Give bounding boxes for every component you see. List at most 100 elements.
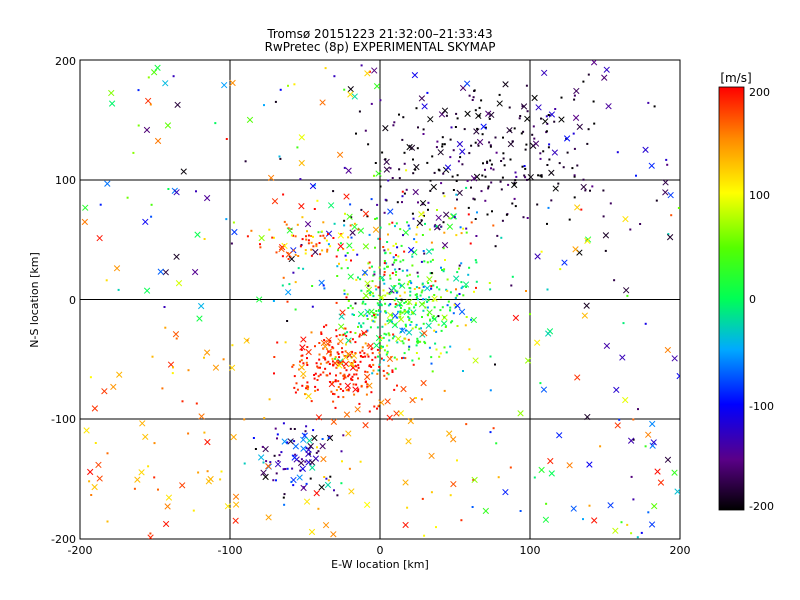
data-point-cross bbox=[267, 174, 275, 181]
data-point-cross bbox=[232, 517, 239, 524]
data-point-dot bbox=[366, 353, 369, 356]
data-point-dot bbox=[406, 274, 409, 277]
data-point-dot bbox=[399, 228, 402, 231]
data-point-dot bbox=[364, 303, 367, 306]
data-point-dot bbox=[462, 227, 465, 230]
data-point-cross bbox=[531, 94, 538, 102]
data-point-dot bbox=[361, 302, 364, 305]
data-point-dot bbox=[494, 245, 497, 248]
data-point-dot bbox=[494, 136, 497, 139]
data-point-cross bbox=[351, 223, 358, 231]
data-point-dot bbox=[403, 291, 406, 294]
data-point-cross bbox=[229, 79, 236, 87]
data-point-dot bbox=[443, 143, 446, 146]
data-point-dot bbox=[317, 450, 320, 453]
data-point-dot bbox=[622, 322, 625, 325]
data-point-dot bbox=[314, 389, 317, 392]
data-point-cross bbox=[480, 123, 487, 130]
data-point-dot bbox=[323, 237, 326, 240]
data-point-cross bbox=[330, 531, 337, 538]
data-point-cross bbox=[651, 502, 658, 510]
data-point-dot bbox=[602, 215, 605, 218]
data-point-dot bbox=[475, 261, 478, 264]
data-point-dot bbox=[376, 372, 379, 375]
data-point-dot bbox=[466, 179, 469, 182]
data-point-dot bbox=[360, 385, 363, 388]
data-point-dot bbox=[573, 98, 576, 101]
data-point-dot bbox=[335, 335, 338, 338]
data-point-dot bbox=[393, 259, 396, 262]
data-point-dot bbox=[361, 356, 364, 358]
data-point-dot bbox=[325, 239, 328, 242]
data-point-dot bbox=[306, 381, 309, 384]
data-point-dot bbox=[354, 302, 357, 305]
data-point-dot bbox=[365, 393, 368, 396]
data-point-dot bbox=[94, 442, 97, 444]
data-point-cross bbox=[348, 360, 355, 368]
data-point-cross bbox=[538, 466, 545, 474]
data-point-dot bbox=[524, 148, 527, 151]
data-point-dot bbox=[613, 279, 616, 282]
x-ticks: -200 -100 0 100 200 bbox=[68, 544, 691, 557]
data-point-dot bbox=[383, 282, 386, 285]
data-point-dot bbox=[397, 310, 400, 313]
data-point-dot bbox=[481, 174, 484, 177]
data-point-dot bbox=[474, 109, 477, 112]
data-point-cross bbox=[173, 189, 180, 196]
data-point-cross bbox=[548, 169, 555, 176]
data-point-dot bbox=[314, 345, 316, 348]
data-point-dot bbox=[413, 288, 416, 290]
data-point-cross bbox=[347, 91, 354, 98]
data-point-dot bbox=[427, 201, 430, 204]
data-point-cross bbox=[262, 473, 269, 481]
data-point-dot bbox=[275, 472, 278, 475]
data-point-dot bbox=[382, 279, 384, 282]
data-point-dot bbox=[401, 269, 404, 272]
data-point-cross bbox=[473, 128, 480, 135]
data-point-dot bbox=[352, 383, 355, 386]
data-point-dot bbox=[305, 387, 308, 390]
data-point-dot bbox=[342, 434, 345, 437]
data-point-dot bbox=[293, 375, 296, 378]
data-point-dot bbox=[342, 377, 345, 380]
data-point-dot bbox=[385, 377, 388, 380]
data-point-dot bbox=[415, 241, 418, 244]
data-point-dot bbox=[468, 348, 471, 351]
colorbar-tick: 0 bbox=[749, 293, 756, 306]
data-point-cross bbox=[362, 210, 370, 217]
data-point-cross bbox=[541, 69, 548, 77]
data-point-dot bbox=[340, 267, 343, 270]
data-point-cross bbox=[440, 320, 448, 327]
data-point-cross bbox=[357, 310, 365, 318]
data-point-cross bbox=[397, 316, 405, 323]
data-point-dot bbox=[421, 282, 424, 285]
data-point-dot bbox=[511, 140, 514, 143]
data-point-dot bbox=[539, 152, 542, 155]
data-point-dot bbox=[599, 445, 602, 448]
data-point-dot bbox=[343, 366, 346, 369]
data-point-dot bbox=[343, 374, 346, 377]
data-point-dot bbox=[254, 448, 257, 450]
data-point-dot bbox=[373, 405, 376, 408]
data-point-cross bbox=[108, 100, 116, 107]
data-point-cross bbox=[265, 514, 272, 521]
data-point-dot bbox=[415, 286, 418, 289]
data-point-dot bbox=[334, 379, 337, 382]
data-point-dot bbox=[593, 122, 596, 125]
data-point-cross bbox=[162, 269, 169, 276]
data-point-dot bbox=[531, 133, 534, 136]
data-point-cross bbox=[144, 97, 152, 105]
data-point-dot bbox=[355, 383, 358, 386]
data-point-dot bbox=[437, 315, 440, 318]
data-point-dot bbox=[380, 347, 383, 350]
data-point-dot bbox=[421, 234, 424, 236]
data-point-dot bbox=[275, 479, 277, 482]
data-point-dot bbox=[404, 310, 407, 313]
data-point-dot bbox=[292, 454, 295, 457]
data-point-dot bbox=[374, 316, 377, 319]
data-point-cross bbox=[420, 379, 427, 387]
data-point-dot bbox=[571, 167, 574, 170]
data-point-dot bbox=[306, 357, 308, 360]
data-point-dot bbox=[366, 290, 369, 293]
data-point-dot bbox=[415, 293, 418, 296]
